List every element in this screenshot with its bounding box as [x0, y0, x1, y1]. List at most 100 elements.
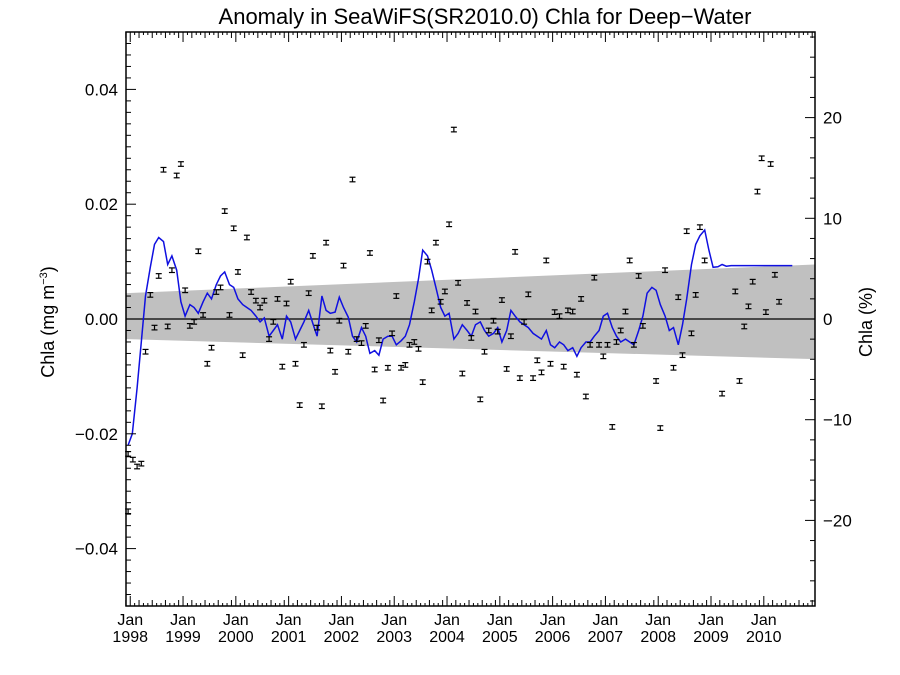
x-tick-year: 2010 — [746, 629, 782, 646]
data-point — [688, 330, 695, 337]
x-tick-month: Jan — [698, 612, 724, 629]
data-point — [441, 288, 448, 295]
data-point — [596, 341, 603, 348]
x-tick-month: Jan — [117, 612, 143, 629]
data-point — [749, 278, 756, 285]
trend-band — [126, 264, 815, 360]
data-point — [521, 318, 528, 325]
x-tick-month: Jan — [329, 612, 355, 629]
data-point — [736, 378, 743, 384]
data-point — [538, 369, 545, 376]
data-point — [587, 341, 594, 348]
x-tick-year: 2000 — [218, 629, 254, 646]
x-tick-year: 1999 — [165, 629, 201, 646]
data-point — [345, 348, 352, 355]
data-point — [490, 317, 497, 324]
data-point — [274, 296, 281, 302]
data-point — [547, 360, 554, 367]
data-point — [234, 269, 241, 275]
data-point — [578, 296, 585, 302]
smoothed-series-line — [127, 228, 793, 446]
data-point — [358, 340, 365, 347]
data-point — [129, 456, 136, 463]
data-point — [762, 309, 769, 316]
x-tick-year: 2009 — [693, 629, 729, 646]
data-point — [243, 234, 250, 241]
data-point — [635, 273, 642, 279]
left-axis-label-close: ) — [38, 266, 58, 272]
x-tick-month: Jan — [223, 612, 249, 629]
data-point — [446, 221, 453, 228]
x-tick-year: 2003 — [376, 629, 412, 646]
data-point — [164, 323, 171, 330]
data-point — [679, 352, 686, 359]
right-axis-label: Chla (%) — [856, 287, 876, 357]
data-point — [419, 379, 426, 386]
data-point — [525, 291, 532, 298]
data-point — [437, 298, 444, 305]
right-y-axis: 20 10 0 −10 −20 — [805, 36, 852, 602]
data-point — [564, 307, 571, 314]
right-tick-label: 0 — [823, 310, 832, 329]
data-point — [336, 317, 343, 324]
left-axis-label: Chla (mg m−3) — [38, 266, 58, 378]
data-point — [560, 363, 567, 370]
data-point — [485, 327, 492, 334]
data-point — [745, 303, 752, 310]
data-point — [534, 357, 541, 364]
data-point — [516, 375, 523, 382]
x-tick-month: Jan — [592, 612, 618, 629]
data-point — [296, 402, 303, 408]
data-point — [604, 341, 611, 348]
right-tick-label: 10 — [823, 209, 842, 228]
data-point — [398, 364, 405, 371]
data-point — [657, 425, 664, 431]
data-point — [200, 312, 207, 318]
data-point — [771, 271, 778, 278]
data-point — [151, 324, 158, 331]
data-point — [683, 228, 690, 235]
data-point — [283, 300, 290, 307]
data-point — [147, 291, 154, 298]
data-point — [450, 126, 457, 133]
data-point — [639, 322, 646, 329]
data-point — [507, 333, 514, 340]
x-tick-month: Jan — [276, 612, 302, 629]
data-point — [332, 368, 339, 375]
chart-title: Anomaly in SeaWiFS(SR2010.0) Chla for De… — [219, 4, 752, 29]
data-point — [226, 312, 233, 318]
data-point — [406, 341, 413, 348]
data-point — [349, 176, 356, 183]
x-tick-month: Jan — [751, 612, 777, 629]
data-point — [217, 284, 224, 291]
data-point — [543, 257, 550, 264]
data-point — [314, 324, 321, 331]
data-point — [776, 298, 783, 305]
data-point — [292, 360, 299, 367]
smoothed-line-layer — [127, 228, 793, 446]
data-point — [626, 257, 633, 264]
data-point — [613, 339, 620, 345]
data-point — [182, 287, 189, 294]
data-point — [168, 267, 175, 274]
x-tick-year: 2006 — [535, 629, 571, 646]
data-point — [670, 364, 677, 371]
data-point — [569, 308, 576, 315]
left-axis-label-sup: −3 — [38, 272, 50, 285]
data-point — [591, 274, 598, 281]
right-tick-label: −10 — [823, 411, 852, 430]
data-point — [622, 308, 629, 315]
x-tick-year: 2007 — [588, 629, 624, 646]
data-point — [472, 308, 479, 315]
data-point — [675, 294, 682, 301]
data-point — [498, 297, 505, 303]
data-point — [270, 318, 277, 325]
data-point — [155, 273, 162, 279]
left-tick-label: 0.02 — [85, 195, 118, 214]
data-point — [195, 248, 202, 255]
data-point — [432, 239, 439, 246]
data-point — [208, 344, 215, 351]
x-tick-year: 2002 — [324, 629, 360, 646]
right-tick-label: −20 — [823, 511, 852, 530]
x-tick-month: Jan — [645, 612, 671, 629]
